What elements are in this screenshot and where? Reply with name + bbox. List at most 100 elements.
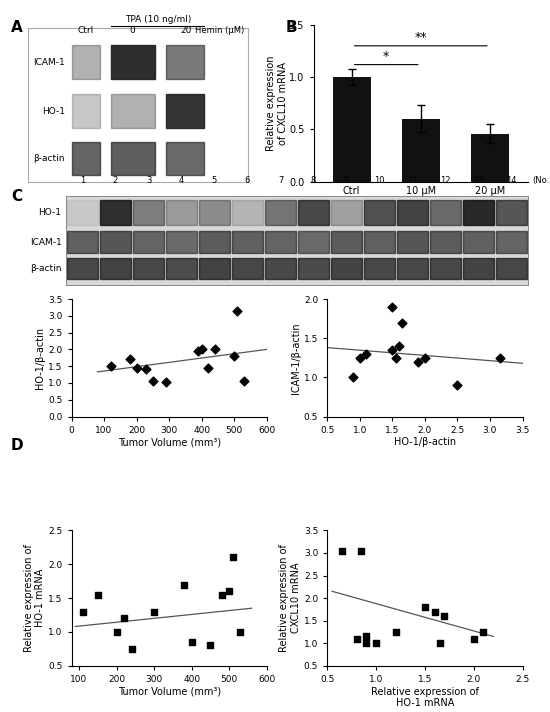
Point (496, 352, 504, 364)
Point (225, 585, 234, 597)
Bar (166, 231, 197, 253)
Point (180, 579, 189, 590)
Text: D: D (11, 438, 24, 453)
Text: 5: 5 (212, 176, 217, 185)
Point (210, 344, 219, 355)
Point (150, 606, 158, 617)
Y-axis label: Relative expression
of CXCL10 mRNA: Relative expression of CXCL10 mRNA (266, 56, 288, 151)
Bar (111, 142, 155, 175)
Bar (100, 231, 131, 253)
Point (233, 305, 242, 316)
Y-axis label: ICAM-1/β-actin: ICAM-1/β-actin (291, 322, 301, 394)
Point (240, 376, 249, 387)
Bar (133, 200, 164, 225)
Bar (298, 200, 329, 225)
Point (420, 352, 429, 364)
Y-axis label: Relative expression of
CXCL10 mRNA: Relative expression of CXCL10 mRNA (279, 544, 301, 652)
Bar (364, 258, 395, 280)
Bar (72, 46, 100, 79)
Point (391, 352, 400, 364)
Text: C: C (11, 189, 22, 204)
Point (435, 637, 444, 649)
Point (125, 354, 134, 365)
Bar (463, 231, 494, 253)
Bar (397, 200, 428, 225)
Text: 12: 12 (440, 176, 451, 185)
Point (217, 589, 226, 600)
Bar (430, 200, 461, 225)
Bar (166, 142, 204, 175)
Text: 0: 0 (129, 26, 135, 35)
Y-axis label: Relative expression of
HO-1 mRNA: Relative expression of HO-1 mRNA (24, 544, 45, 652)
Point (453, 379, 462, 391)
Point (112, 627, 121, 638)
Point (162, 377, 170, 388)
Bar (199, 258, 230, 280)
Point (394, 340, 403, 352)
Bar (364, 200, 395, 225)
Bar (100, 258, 131, 280)
Text: TPA (10 ng/ml): TPA (10 ng/ml) (125, 15, 191, 24)
X-axis label: Tumor Volume (mm³): Tumor Volume (mm³) (118, 437, 221, 447)
Bar (166, 200, 197, 225)
Point (206, 639, 215, 651)
Point (120, 612, 129, 624)
Text: 7: 7 (278, 176, 283, 185)
Point (414, 356, 423, 367)
Text: **: ** (415, 31, 427, 43)
Bar (166, 46, 204, 79)
Bar (331, 200, 362, 225)
Point (236, 627, 245, 638)
Y-axis label: HO-1/β-actin: HO-1/β-actin (35, 327, 45, 389)
Text: 8: 8 (311, 176, 316, 185)
Text: 6: 6 (245, 176, 250, 185)
Bar (298, 258, 329, 280)
Point (362, 348, 371, 360)
Point (194, 345, 203, 357)
Bar (331, 231, 362, 253)
Bar (397, 231, 428, 253)
Bar (471, 134, 509, 182)
Point (362, 631, 371, 642)
Point (78, 606, 87, 617)
Bar (331, 258, 362, 280)
Point (440, 610, 449, 622)
Text: 11: 11 (407, 176, 418, 185)
Point (349, 372, 358, 383)
Text: 9: 9 (344, 176, 349, 185)
Bar (67, 231, 98, 253)
Text: ICAM-1: ICAM-1 (30, 238, 62, 246)
Text: Ctrl: Ctrl (78, 26, 94, 35)
Text: 13: 13 (473, 176, 484, 185)
Point (420, 602, 429, 613)
Text: Hemin: Hemin (431, 213, 463, 223)
Text: 4: 4 (179, 176, 184, 185)
Point (372, 637, 381, 649)
Bar (333, 77, 371, 182)
Bar (166, 258, 197, 280)
Bar (67, 200, 98, 225)
Bar (364, 231, 395, 253)
Point (187, 637, 196, 648)
Point (204, 362, 212, 374)
Text: HO-1: HO-1 (39, 208, 62, 217)
Text: B: B (286, 20, 298, 35)
Point (430, 606, 439, 617)
Bar (111, 94, 155, 128)
X-axis label: Relative expression of
HO-1 mRNA: Relative expression of HO-1 mRNA (371, 686, 479, 708)
Bar (402, 119, 440, 182)
Bar (199, 231, 230, 253)
Bar (111, 46, 155, 79)
Text: 20: 20 (180, 26, 191, 35)
Point (469, 633, 478, 644)
Bar (496, 258, 527, 280)
Bar (166, 94, 204, 128)
Point (127, 643, 136, 654)
Bar (232, 258, 263, 280)
Point (338, 545, 346, 557)
Point (388, 301, 397, 313)
Point (142, 363, 151, 375)
Bar (496, 200, 527, 225)
Point (398, 317, 406, 328)
Bar (463, 258, 494, 280)
